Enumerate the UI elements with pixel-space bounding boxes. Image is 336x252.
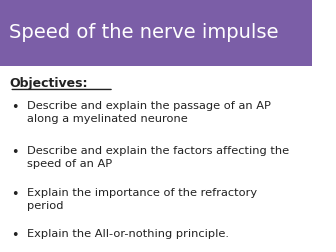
Text: Describe and explain the factors affecting the
speed of an AP: Describe and explain the factors affecti… (27, 146, 289, 169)
Text: Objectives:: Objectives: (9, 77, 88, 90)
Text: •: • (11, 146, 18, 159)
Text: Describe and explain the passage of an AP
along a myelinated neurone: Describe and explain the passage of an A… (27, 101, 270, 124)
Text: •: • (11, 229, 18, 242)
Text: Speed of the nerve impulse: Speed of the nerve impulse (9, 23, 279, 42)
FancyBboxPatch shape (0, 0, 312, 66)
Text: Explain the importance of the refractory
period: Explain the importance of the refractory… (27, 188, 257, 211)
Text: •: • (11, 188, 18, 201)
Text: Explain the All-or-nothing principle.: Explain the All-or-nothing principle. (27, 229, 228, 239)
Text: •: • (11, 101, 18, 114)
